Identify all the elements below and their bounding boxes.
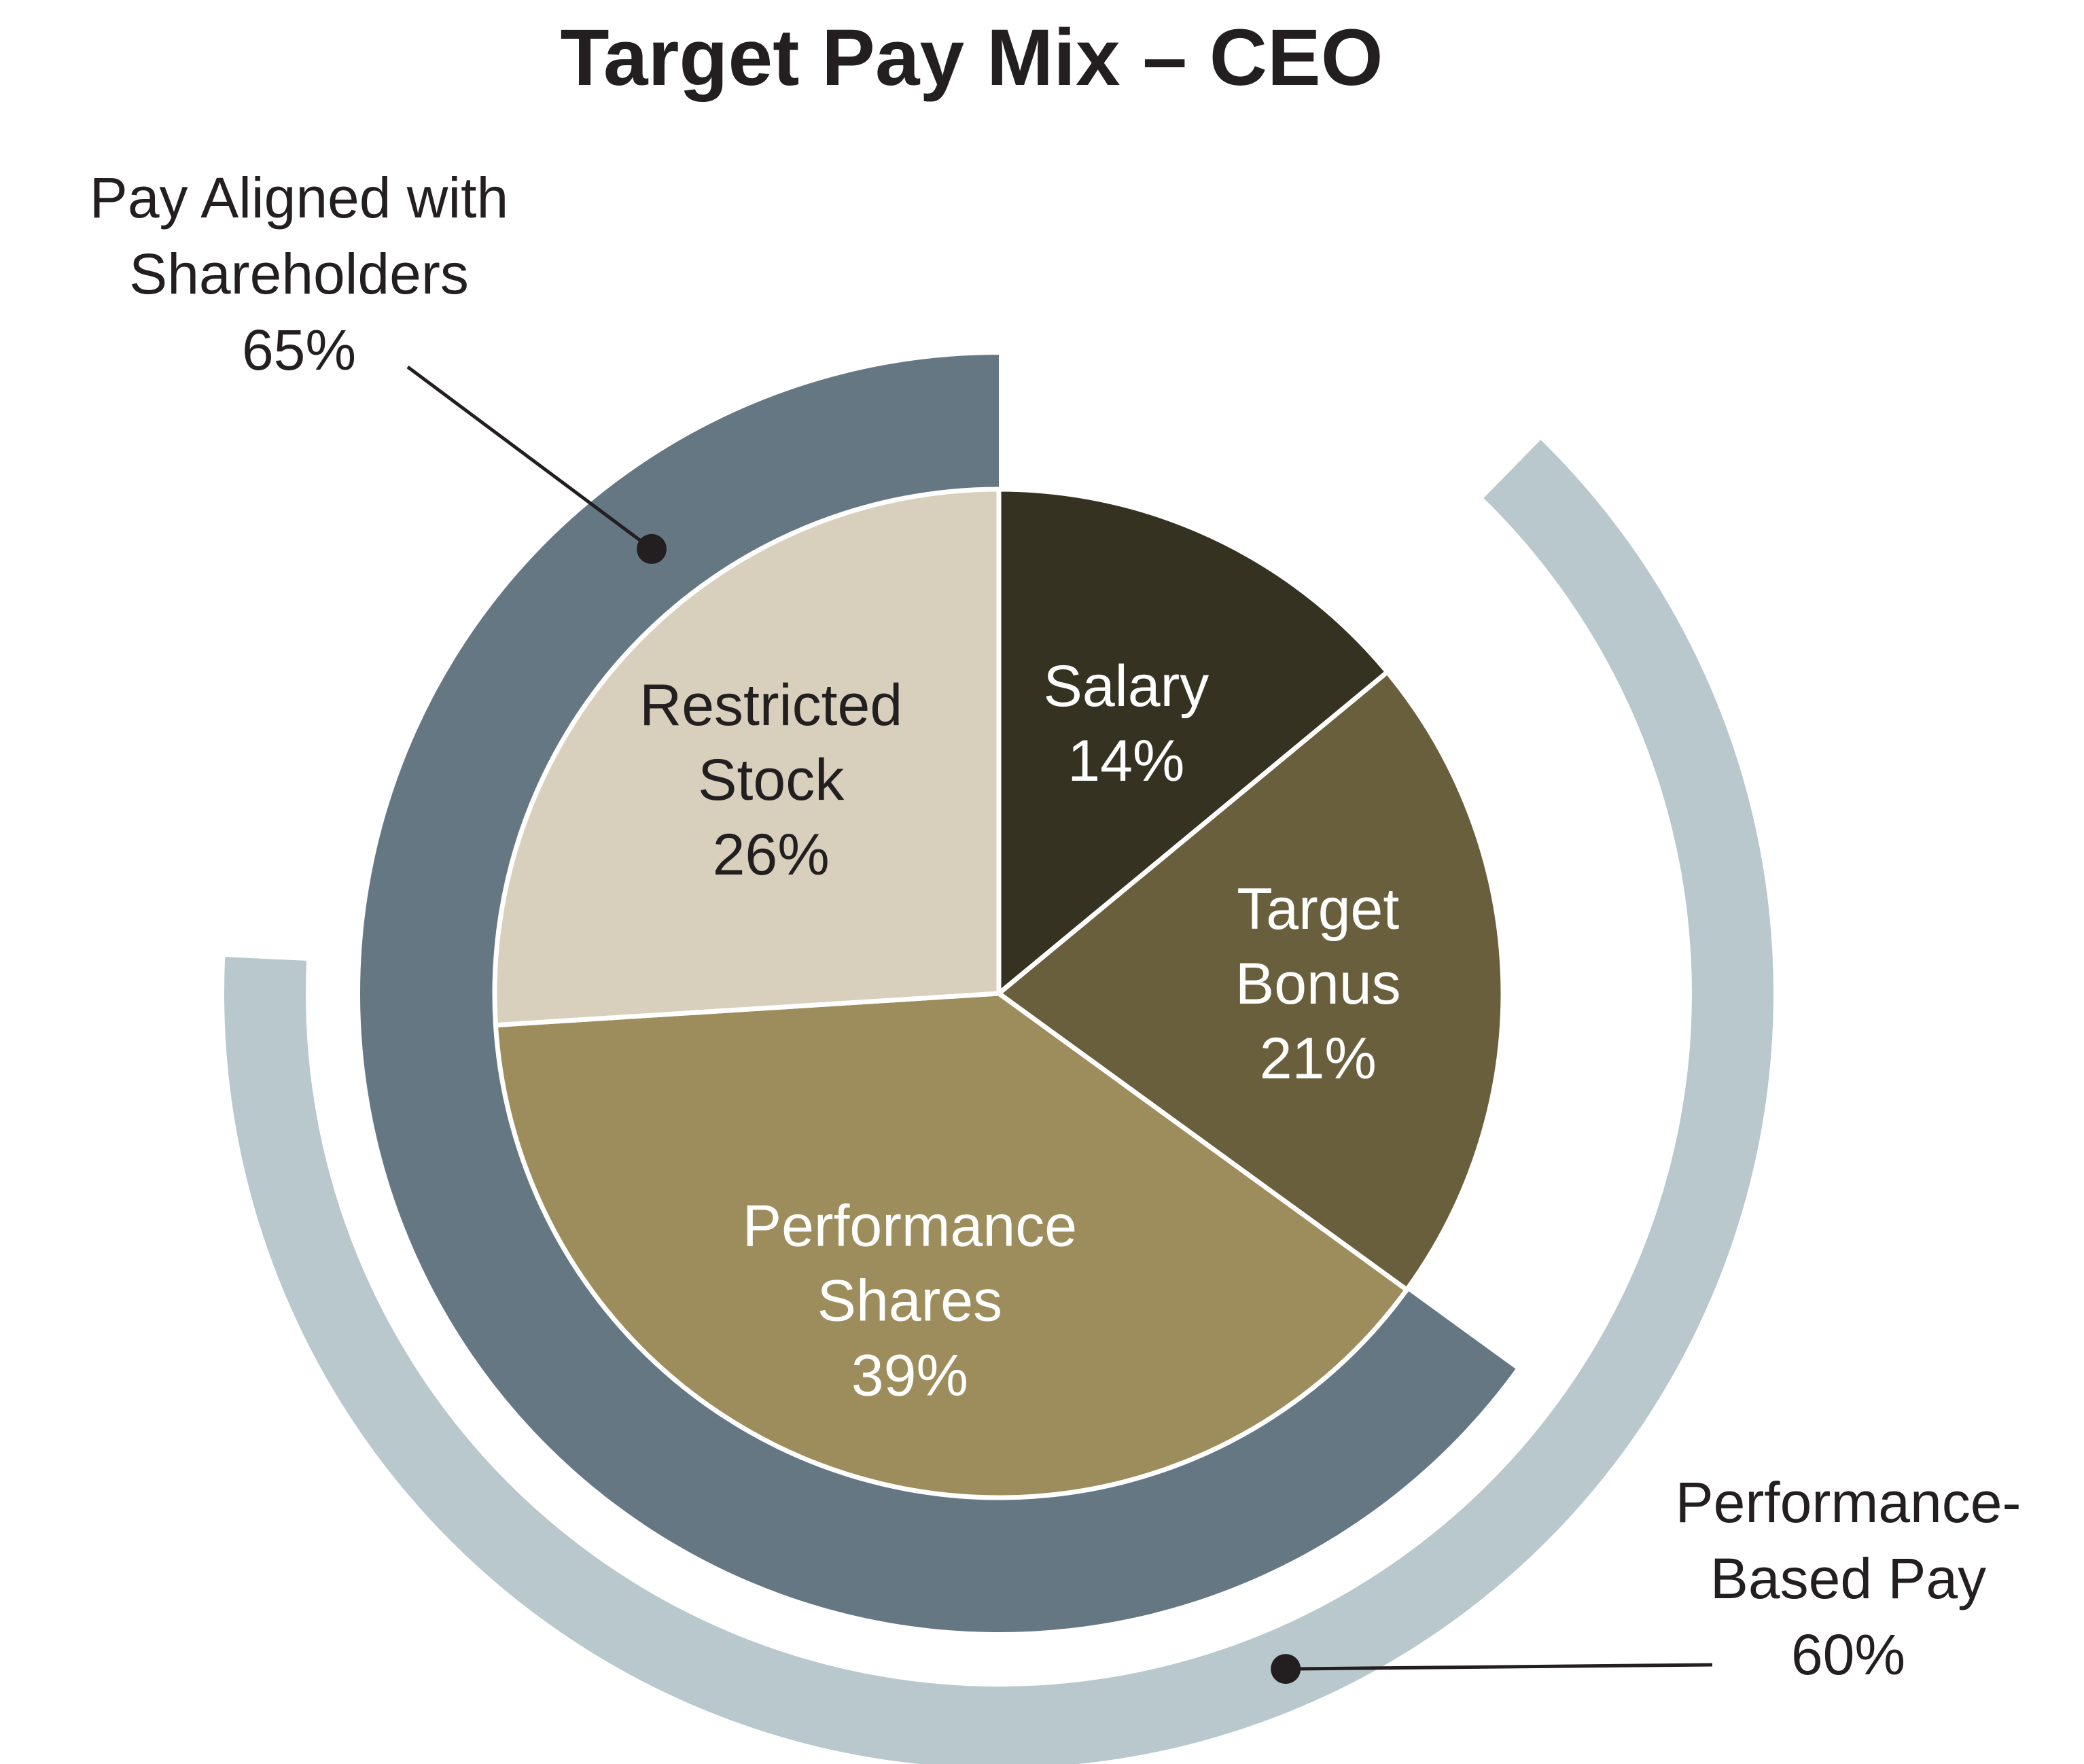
outer-ring-performance-based-pay bbox=[224, 440, 1773, 1764]
leader-line-performance-based-pay bbox=[1286, 1663, 1713, 1671]
ring-annotations: Pay Aligned with Shareholders 65% Performan… bbox=[90, 166, 2021, 1687]
slice-salary bbox=[996, 487, 1390, 996]
leader-line-pay-aligned-with-shareholders bbox=[406, 365, 653, 550]
annotation-performance-based-pay-line: Performance- bbox=[1676, 1470, 2021, 1534]
chart-title: Target Pay Mix – CEO bbox=[561, 13, 1383, 103]
label-target-bonus-line: Target bbox=[1237, 877, 1399, 942]
slice-restricted-stock bbox=[492, 487, 1002, 1028]
pie-slices bbox=[492, 487, 1506, 1500]
label-performance-shares-line: 39% bbox=[851, 1343, 968, 1408]
annotation-performance-based-pay: Performance- Based Pay 60% bbox=[1676, 1470, 2021, 1687]
label-salary-line: Salary bbox=[1043, 654, 1209, 719]
slice-performance-shares bbox=[493, 991, 1409, 1500]
label-restricted-stock: Restricted Stock 26% bbox=[639, 673, 902, 887]
annotation-pay-aligned-with-shareholders-line: Shareholders bbox=[129, 242, 469, 306]
label-restricted-stock-line: Restricted bbox=[639, 673, 902, 738]
outer-rings bbox=[224, 355, 1773, 1764]
annotation-performance-based-pay-line: 60% bbox=[1791, 1623, 1905, 1687]
annotation-pay-aligned-with-shareholders-line: Pay Aligned with bbox=[90, 166, 508, 230]
label-performance-shares: Performance Shares 39% bbox=[743, 1193, 1077, 1408]
label-restricted-stock-line: 26% bbox=[713, 822, 830, 887]
annotation-performance-based-pay-line: Based Pay bbox=[1710, 1547, 1986, 1610]
annotation-pay-aligned-with-shareholders-line: 65% bbox=[242, 318, 356, 382]
label-restricted-stock-line: Stock bbox=[698, 747, 845, 813]
annotation-pay-aligned-with-shareholders: Pay Aligned with Shareholders 65% bbox=[90, 166, 508, 382]
label-salary-line: 14% bbox=[1067, 728, 1184, 794]
slice-target-bonus bbox=[996, 669, 1506, 1292]
label-salary: Salary 14% bbox=[1043, 654, 1209, 794]
label-target-bonus-line: 21% bbox=[1260, 1026, 1377, 1091]
leader-dot-performance-based-pay bbox=[1271, 1654, 1301, 1684]
label-target-bonus-line: Bonus bbox=[1235, 951, 1401, 1017]
slice-labels: Salary 14% Target Bonus 21% Performance Shares… bbox=[639, 654, 1401, 1408]
label-performance-shares-line: Performance bbox=[743, 1193, 1077, 1258]
label-performance-shares-line: Shares bbox=[817, 1268, 1003, 1333]
label-target-bonus: Target Bonus 21% bbox=[1235, 877, 1401, 1091]
leader-dot-pay-aligned-with-shareholders bbox=[637, 533, 667, 564]
